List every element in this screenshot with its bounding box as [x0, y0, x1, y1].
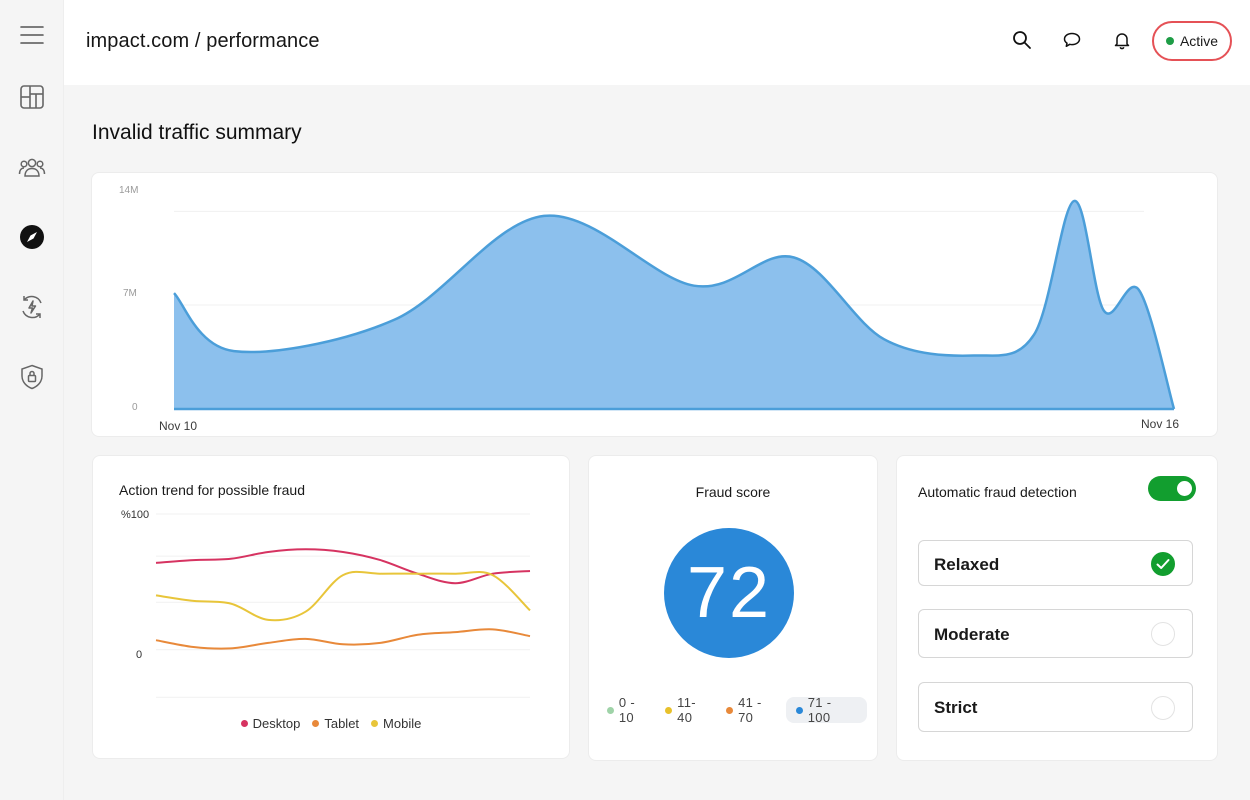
option-moderate[interactable]: Moderate: [918, 609, 1193, 658]
toggle-knob: [1177, 481, 1192, 496]
fraud-detection-toggle[interactable]: [1148, 476, 1196, 501]
sidebar-item-explore[interactable]: [16, 221, 48, 253]
area-fill: [174, 200, 1174, 409]
bolt-cycle-icon: [19, 294, 45, 320]
series-line-tablet: [155, 628, 531, 650]
fraud-detection-title: Automatic fraud detection: [918, 484, 1077, 500]
compass-icon: [19, 224, 45, 250]
range-41-70[interactable]: 41 - 70: [720, 695, 786, 725]
fraud-score-value: 72: [664, 528, 794, 658]
range-71-100[interactable]: 71 - 100: [785, 695, 868, 725]
range-dot-icon: [726, 706, 734, 714]
option-label: Relaxed: [934, 555, 1000, 574]
option-relaxed[interactable]: Relaxed: [918, 540, 1193, 586]
area-line: [173, 199, 1176, 410]
series-line-mobile: [155, 570, 531, 622]
y-tick-label: 14M: [119, 185, 139, 196]
hamburger-icon: [19, 24, 45, 46]
fraud-score-card: Fraud score 72 0 - 10 11- 40 41 - 70 71 …: [588, 455, 878, 761]
action-trend-title: Action trend for possible fraud: [119, 482, 305, 498]
layout-icon: [19, 84, 45, 110]
fraud-score-title: Fraud score: [695, 484, 771, 500]
status-badge[interactable]: Active: [1152, 21, 1232, 61]
sidebar-item-security[interactable]: [16, 361, 48, 393]
range-0-10[interactable]: 0 - 10: [601, 695, 659, 725]
x-start-label: Nov 10: [159, 419, 198, 433]
radio-empty-icon: [1151, 696, 1175, 720]
messages-button[interactable]: [1058, 28, 1086, 56]
search-button[interactable]: [1008, 28, 1036, 56]
shield-lock-icon: [20, 364, 44, 390]
sidebar-item-users[interactable]: [16, 151, 48, 183]
legend-item-tablet[interactable]: Tablet: [312, 716, 359, 731]
range-label: 71 - 100: [807, 695, 832, 725]
bell-icon: [1112, 30, 1132, 55]
range-11-40[interactable]: 11- 40: [659, 695, 720, 725]
option-label: Strict: [934, 698, 978, 717]
range-dot-icon: [607, 706, 614, 714]
y-tick-label: 0: [132, 402, 138, 413]
sidebar: [0, 0, 64, 800]
y-tick-label: 7M: [123, 288, 137, 299]
sidebar-item-performance[interactable]: [16, 291, 48, 323]
range-label: 0 - 10: [618, 695, 635, 725]
status-label: Active: [1179, 33, 1219, 49]
chat-bubble-icon: [1062, 30, 1082, 55]
range-dot-icon: [795, 706, 803, 714]
y-tick-label: %100: [121, 509, 150, 521]
menu-button[interactable]: [16, 19, 48, 51]
range-dot-icon: [665, 706, 673, 714]
legend-item-desktop[interactable]: Desktop: [240, 716, 301, 731]
option-strict[interactable]: Strict: [918, 682, 1193, 732]
legend-label: Desktop: [252, 716, 301, 731]
line-chart: [155, 513, 531, 698]
radio-empty-icon: [1151, 622, 1175, 646]
notifications-button[interactable]: [1108, 28, 1136, 56]
range-label: 41 - 70: [738, 695, 762, 725]
fraud-detection-card: Automatic fraud detection Relaxed Modera…: [896, 455, 1218, 761]
page-title: Invalid traffic summary: [92, 121, 302, 144]
legend-label: Mobile: [383, 716, 422, 731]
action-trend-card: Action trend for possible fraud %100 0 D…: [92, 455, 570, 759]
breadcrumb[interactable]: impact.com / performance: [86, 30, 320, 52]
area-chart: [173, 199, 1176, 411]
chart-legend: Desktop Tablet Mobile: [93, 716, 569, 731]
legend-label: Tablet: [324, 716, 360, 731]
search-icon: [1012, 30, 1032, 55]
legend-dot-icon: [371, 720, 379, 727]
y-tick-label: 0: [136, 649, 143, 661]
legend-item-mobile[interactable]: Mobile: [371, 716, 421, 731]
option-label: Moderate: [934, 625, 1010, 644]
check-circle-icon: [1151, 552, 1175, 576]
series-line-desktop: [155, 548, 531, 585]
invalid-traffic-chart-card: 14M 7M 0 Nov 10 Nov 16: [91, 172, 1218, 437]
x-end-label: Nov 16: [1141, 417, 1180, 431]
users-icon: [18, 155, 46, 179]
sidebar-item-dashboard[interactable]: [16, 81, 48, 113]
score-range-legend: 0 - 10 11- 40 41 - 70 71 - 100: [601, 695, 868, 725]
top-bar: impact.com / performance Active: [64, 0, 1250, 85]
range-label: 11- 40: [677, 695, 696, 725]
status-dot-icon: [1165, 37, 1174, 45]
legend-dot-icon: [312, 720, 320, 727]
legend-dot-icon: [240, 720, 248, 727]
